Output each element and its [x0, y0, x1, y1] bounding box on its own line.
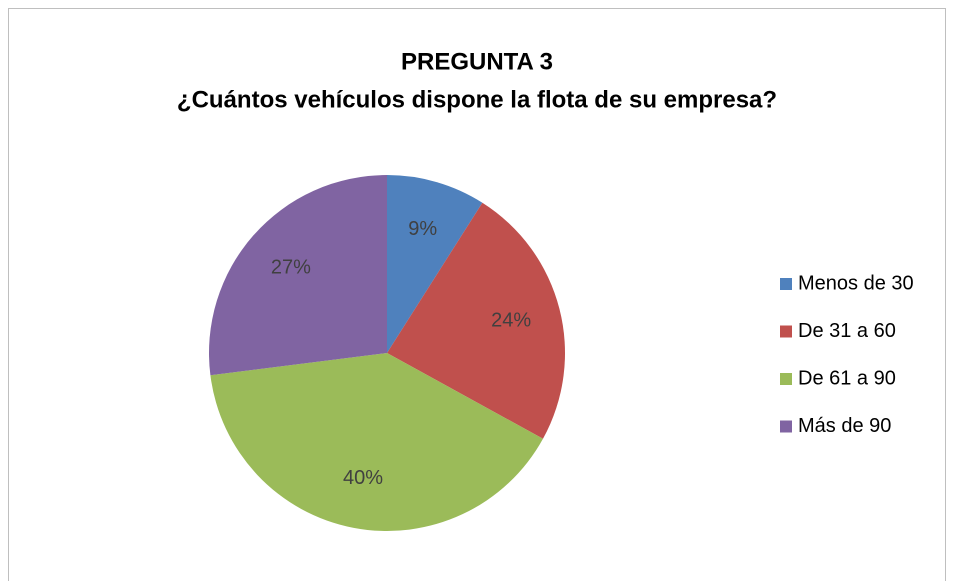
pie-slice	[210, 353, 543, 532]
pie-slice	[387, 202, 565, 439]
data-label: 27%	[271, 257, 311, 279]
data-label: 24%	[491, 309, 531, 331]
legend-label: Menos de 30	[798, 272, 914, 294]
pie-slice	[208, 175, 387, 376]
chart-title: PREGUNTA 3	[401, 48, 553, 75]
chart-subtitle: ¿Cuántos vehículos dispone la flota de s…	[177, 86, 777, 113]
legend-swatch	[780, 325, 792, 338]
data-label: 40%	[343, 467, 383, 489]
legend-swatch	[780, 278, 792, 290]
legend-swatch	[780, 373, 792, 385]
legend-swatch	[780, 420, 792, 433]
legend-label: Más de 90	[798, 415, 891, 437]
data-label: 9%	[408, 218, 437, 240]
legend-label: De 61 a 90	[798, 367, 896, 389]
pie-slice	[387, 175, 483, 353]
legend-label: De 31 a 60	[798, 320, 896, 342]
